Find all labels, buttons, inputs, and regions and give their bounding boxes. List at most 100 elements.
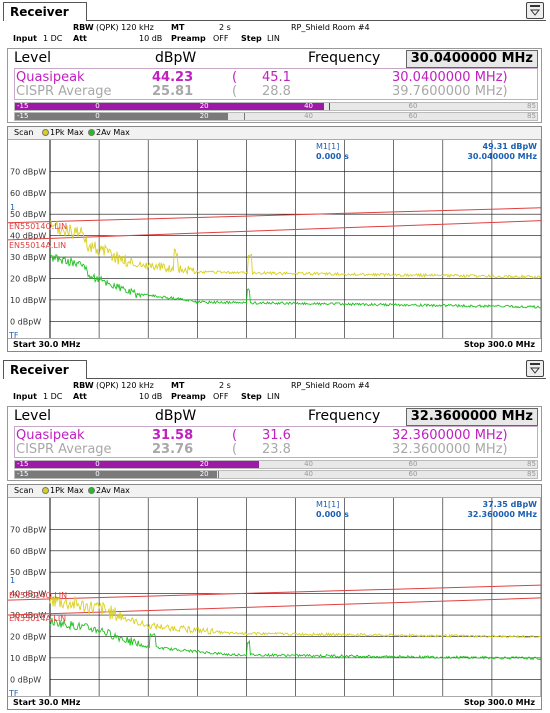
input-value: 1 DC <box>43 392 63 401</box>
level-header: Level dBpW Frequency 30.0400000 MHz <box>8 49 541 68</box>
unit-label: dBpW <box>155 50 197 66</box>
bar-tick-label: 40 <box>304 102 314 110</box>
frequency-label: Frequency <box>308 408 381 424</box>
trace-average <box>49 618 541 661</box>
bar-tick-label: 60 <box>408 112 418 120</box>
marker-time: 0.000 s <box>316 510 349 519</box>
marker-1-label: 1 <box>10 203 15 212</box>
mt-label: MT <box>171 381 185 390</box>
quasipeak-row: Quasipeak 44.23 ( 45.1 30.0400000 MHz) <box>8 71 541 85</box>
y-axis-label: 70 dBpW <box>10 167 46 176</box>
bar-tick-label: 40 <box>304 460 314 468</box>
settings-bar: RBW (QPK) 120 kHz MT 2 s RP_Shield Room … <box>3 380 546 404</box>
y-axis-label: 0 dBpW <box>10 317 41 326</box>
att-label: Att <box>73 392 87 401</box>
bar-tick-label: 40 <box>304 470 314 478</box>
cispr-level-bar: -15 0 20 40 60 85 <box>14 112 538 121</box>
limit-line-average <box>8 597 541 616</box>
mt-value: 2 s <box>219 381 231 390</box>
cispr-value: 25.81 <box>152 84 194 99</box>
rbw-value: (QPK) 120 kHz <box>96 381 154 390</box>
att-value: 10 dB <box>139 34 163 43</box>
menu-button[interactable] <box>526 2 544 19</box>
cispr-paren: ( <box>232 442 238 457</box>
limit-line-average <box>8 220 541 241</box>
preamp-value: OFF <box>213 34 229 43</box>
preamp-value: OFF <box>213 392 229 401</box>
input-value: 1 DC <box>43 34 63 43</box>
spectrum-plot[interactable]: 70 dBpW 60 dBpW 50 dBpW 40 dBpW 30 dBpW 20 dB… <box>8 498 541 698</box>
marker-name: M1[1] <box>316 500 339 509</box>
marker-value: 37.35 dBpW <box>483 500 538 509</box>
preamp-label: Preamp <box>171 392 206 401</box>
scan-label: Scan <box>14 128 34 137</box>
frequency-value[interactable]: 30.0400000 MHz <box>405 50 538 68</box>
limit-line-quasipeak <box>8 584 541 601</box>
y-axis-label: 40 dBpW <box>10 590 46 599</box>
diagram-footer: Start 30.0 MHz Stop 300.0 MHz <box>8 338 541 351</box>
y-axis-label: 70 dBpW <box>10 525 46 534</box>
unit-label: dBpW <box>155 408 197 424</box>
spectrum-diagram: Scan 1Pk Max 2Av Max 70 dBpW 60 dBpW 50 dB… <box>7 484 542 710</box>
att-value: 10 dB <box>139 392 163 401</box>
quasipeak-level-bar: -15 0 20 40 60 85 <box>14 102 538 111</box>
cispr-label: CISPR Average <box>16 84 112 99</box>
diagram-header: Scan 1Pk Max 2Av Max <box>8 127 541 140</box>
marker-value: 49.31 dBpW <box>483 142 538 151</box>
quasipeak-max: 31.6 <box>262 428 291 443</box>
tab-receiver[interactable]: Receiver <box>3 360 87 379</box>
measurement-title: RP_Shield Room #4 <box>291 381 370 390</box>
trace1-legend: 1Pk Max <box>42 485 84 497</box>
bar-max-marker <box>243 113 245 120</box>
bar-tick-label: 85 <box>527 112 536 120</box>
y-axis-label: 10 dBpW <box>10 654 46 663</box>
bar-tick-label: -15 <box>17 460 29 468</box>
menu-button[interactable] <box>526 360 544 377</box>
y-axis-label: 40 dBpW <box>10 232 46 241</box>
quasipeak-max: 45.1 <box>262 70 291 85</box>
trace-average <box>49 253 541 309</box>
cispr-level-bar: -15 0 20 40 60 85 <box>14 470 538 479</box>
preamp-label: Preamp <box>171 34 206 43</box>
quasipeak-paren: ( <box>232 70 238 85</box>
measurement-display: Level dBpW Frequency 32.3600000 MHz Quas… <box>7 406 542 481</box>
tf-label: TF <box>8 331 19 340</box>
plot-background <box>8 140 541 340</box>
menu-icon <box>529 363 541 374</box>
quasipeak-level-bar: -15 0 20 40 60 85 <box>14 460 538 469</box>
quasipeak-value: 44.23 <box>152 70 194 85</box>
bar-tick-label: -15 <box>17 112 29 120</box>
trace2-legend: 2Av Max <box>88 485 130 497</box>
diagram-footer: Start 30.0 MHz Stop 300.0 MHz <box>8 696 541 709</box>
quasipeak-value: 31.58 <box>152 428 194 443</box>
marker-1-label: 1 <box>10 576 15 585</box>
bar-max-marker <box>217 471 219 478</box>
bar-max-marker <box>258 461 260 468</box>
att-label: Att <box>73 34 87 43</box>
frequency-value[interactable]: 32.3600000 MHz <box>405 408 538 426</box>
quasipeak-freq: 32.3600000 MHz) <box>392 428 508 443</box>
y-axis-label: 60 dBpW <box>10 189 46 198</box>
marker-time: 0.000 s <box>316 152 349 161</box>
rbw-label: RBW <box>73 381 94 390</box>
cispr-max: 23.8 <box>262 442 291 457</box>
cispr-max: 28.8 <box>262 84 291 99</box>
detector-box <box>14 426 538 458</box>
spectrum-plot[interactable]: 70 dBpW 60 dBpW 50 dBpW 40 dBpW 30 dBpW 20 dB… <box>8 140 541 340</box>
tab-divider <box>87 20 546 21</box>
bar-tick-label: 20 <box>199 460 209 468</box>
stop-frequency: Stop 300.0 MHz <box>464 340 535 349</box>
bar-tick-label: 0 <box>95 460 100 468</box>
marker-name: M1[1] <box>316 142 339 151</box>
tab-bar: Receiver <box>3 360 546 380</box>
bar-tick-label: 60 <box>408 470 418 478</box>
y-axis-label: 10 dBpW <box>10 296 46 305</box>
step-value: LIN <box>267 34 280 43</box>
diagram-header: Scan 1Pk Max 2Av Max <box>8 485 541 498</box>
step-value: LIN <box>267 392 280 401</box>
measurement-title: RP_Shield Room #4 <box>291 23 370 32</box>
mt-value: 2 s <box>219 23 231 32</box>
y-axis-label: 0 dBpW <box>10 675 41 684</box>
tab-receiver[interactable]: Receiver <box>3 2 87 21</box>
quasipeak-label: Quasipeak <box>16 70 85 85</box>
